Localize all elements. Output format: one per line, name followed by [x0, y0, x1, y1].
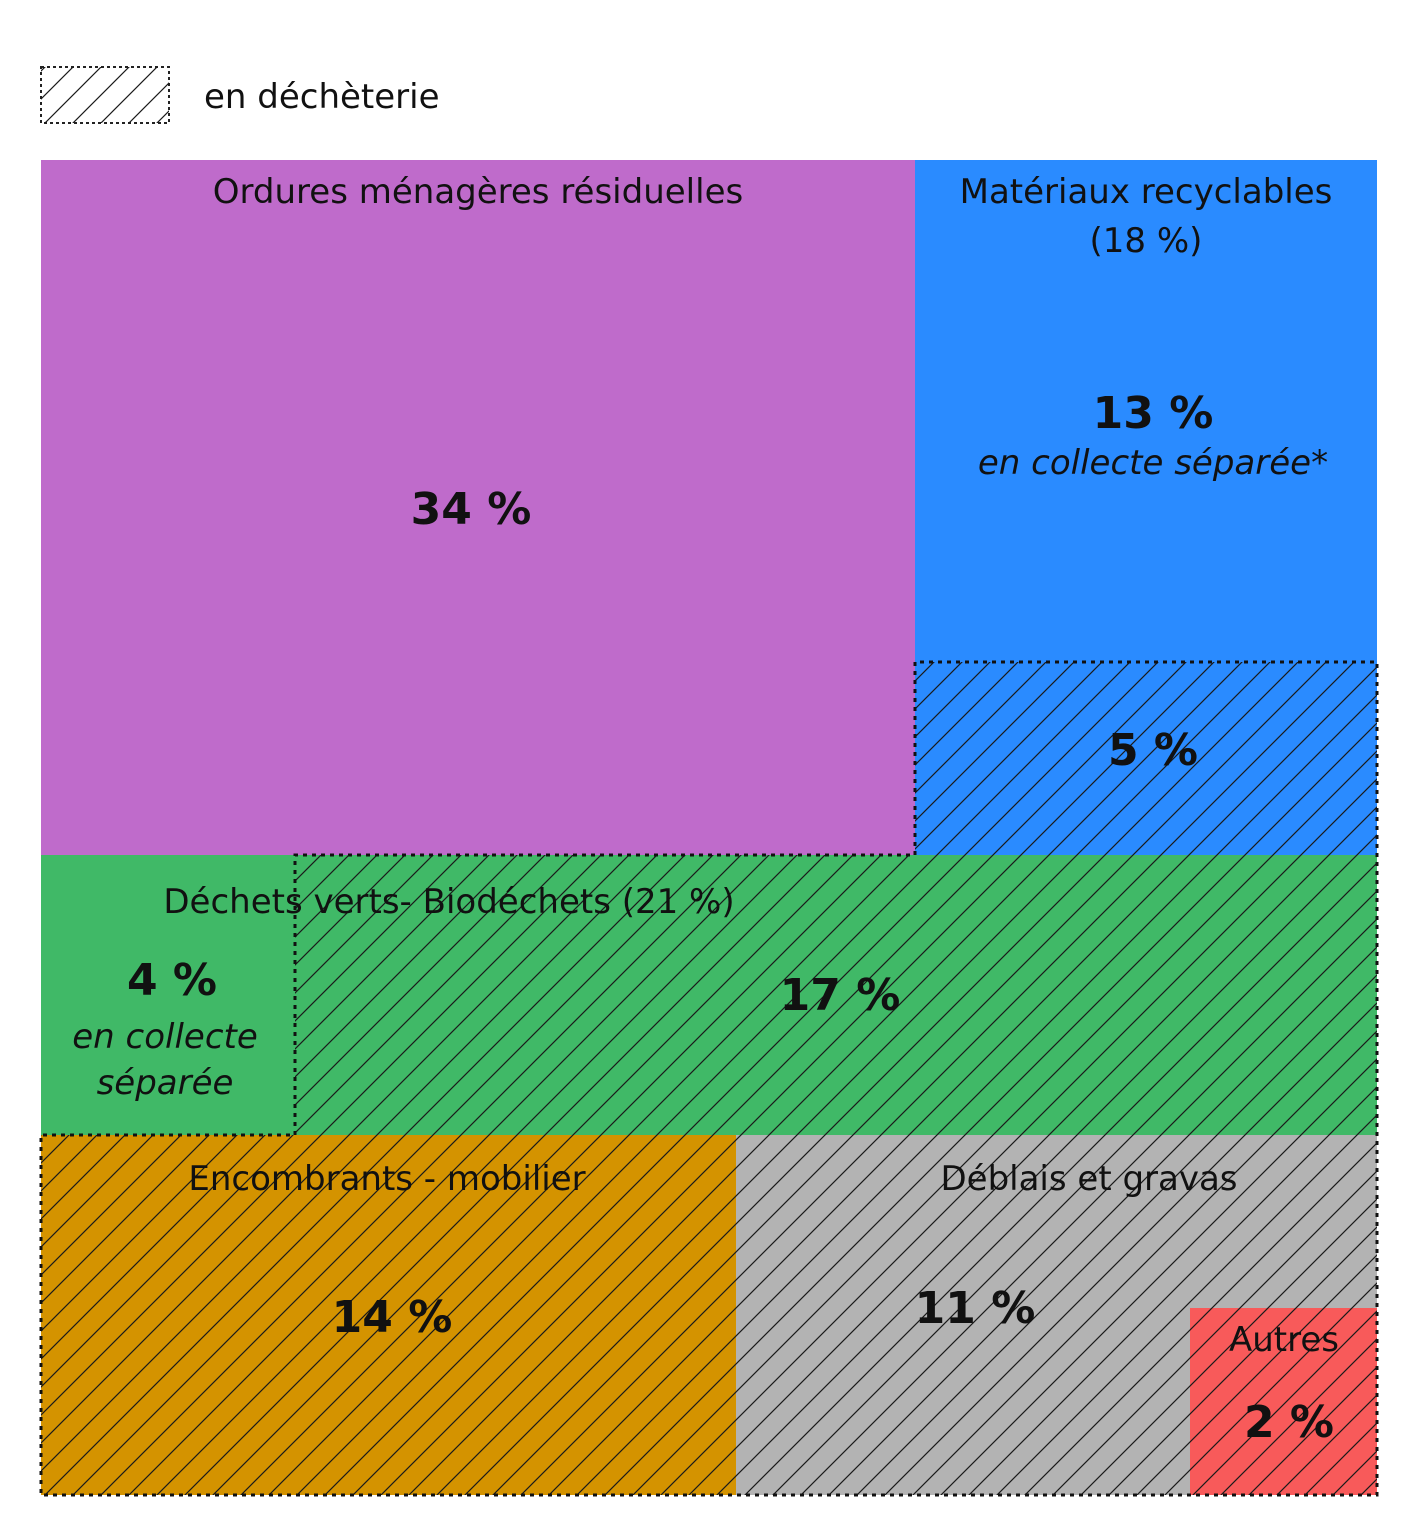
tile-autres-hatch [1190, 1308, 1377, 1495]
encombrants-label: Encombrants - mobilier [188, 1159, 585, 1199]
verts-label: Déchets verts- Biodéchets (21 %) [163, 882, 734, 922]
autres-value: 2 % [1244, 1397, 1334, 1448]
encombrants-value: 14 % [332, 1292, 453, 1343]
legend: en déchèterie [40, 66, 440, 124]
verts-collecte-note-line2: séparée [97, 1063, 234, 1103]
tile-ordures-rect [41, 160, 915, 855]
tile-autres [1190, 1308, 1377, 1495]
deblais-value: 11 % [915, 1283, 1036, 1334]
autres-label: Autres [1229, 1320, 1339, 1360]
tile-verts-dechetterie-hatch [295, 855, 1377, 1135]
verts-collecte-value: 4 % [127, 955, 217, 1006]
tile-encombrants-hatch [41, 1135, 736, 1495]
recyclables-collecte-note: en collecte séparée* [978, 443, 1328, 483]
recyclables-label: Matériaux recyclables [960, 172, 1333, 212]
verts-collecte-note-line1: en collecte [72, 1017, 258, 1057]
legend-label: en déchèterie [204, 77, 440, 117]
tile-recyclables-dechetterie-hatch [915, 662, 1377, 855]
tile-encombrants [41, 1135, 736, 1495]
recyclables-collecte-value: 13 % [1093, 388, 1214, 439]
recyclables-dechetterie-value: 5 % [1108, 725, 1198, 776]
recyclables-total: (18 %) [1090, 221, 1203, 261]
tile-ordures [41, 160, 915, 855]
deblais-label: Déblais et gravas [940, 1159, 1237, 1199]
verts-dechetterie-value: 17 % [780, 970, 901, 1021]
tile-recyclables [915, 160, 1377, 855]
ordures-label: Ordures ménagères résiduelles [213, 172, 743, 212]
ordures-value: 34 % [411, 484, 532, 535]
tile-verts [41, 855, 1377, 1135]
